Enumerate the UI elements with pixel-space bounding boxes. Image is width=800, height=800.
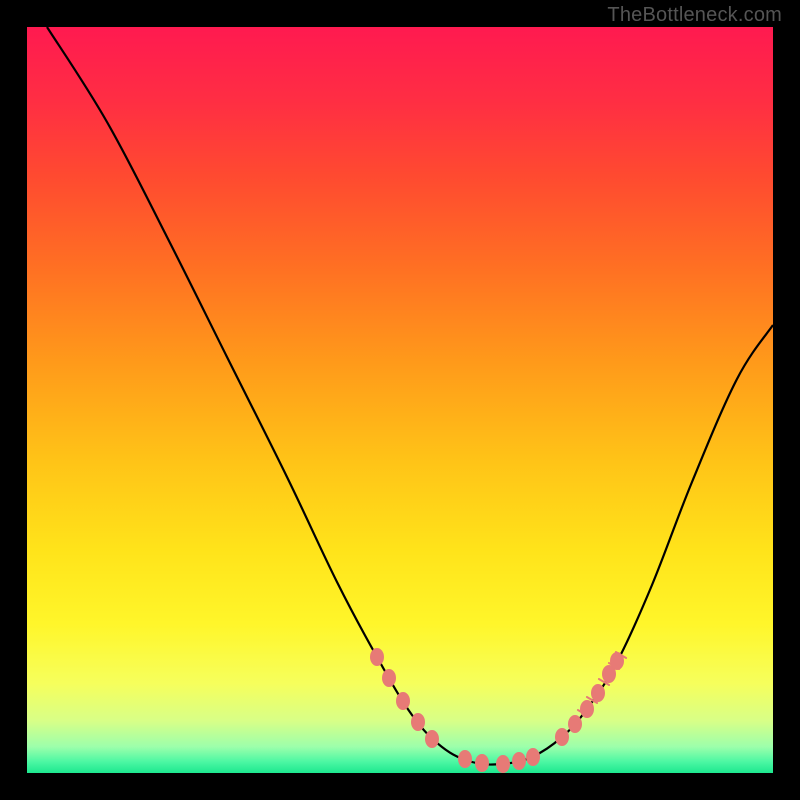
watermark-text: TheBottleneck.com [607, 4, 782, 27]
data-marker [496, 755, 510, 773]
plot-background [27, 27, 773, 773]
plot-area [27, 27, 773, 773]
data-marker [475, 754, 489, 772]
data-marker [555, 728, 569, 746]
data-marker [458, 750, 472, 768]
data-marker [610, 652, 624, 670]
data-marker [591, 684, 605, 702]
chart-svg [27, 27, 773, 773]
data-marker [411, 713, 425, 731]
data-marker [526, 748, 540, 766]
data-marker [425, 730, 439, 748]
data-marker [382, 669, 396, 687]
chart-frame: TheBottleneck.com [0, 0, 800, 800]
data-marker [396, 692, 410, 710]
data-marker [512, 752, 526, 770]
data-marker [568, 715, 582, 733]
data-marker [580, 700, 594, 718]
data-marker [370, 648, 384, 666]
